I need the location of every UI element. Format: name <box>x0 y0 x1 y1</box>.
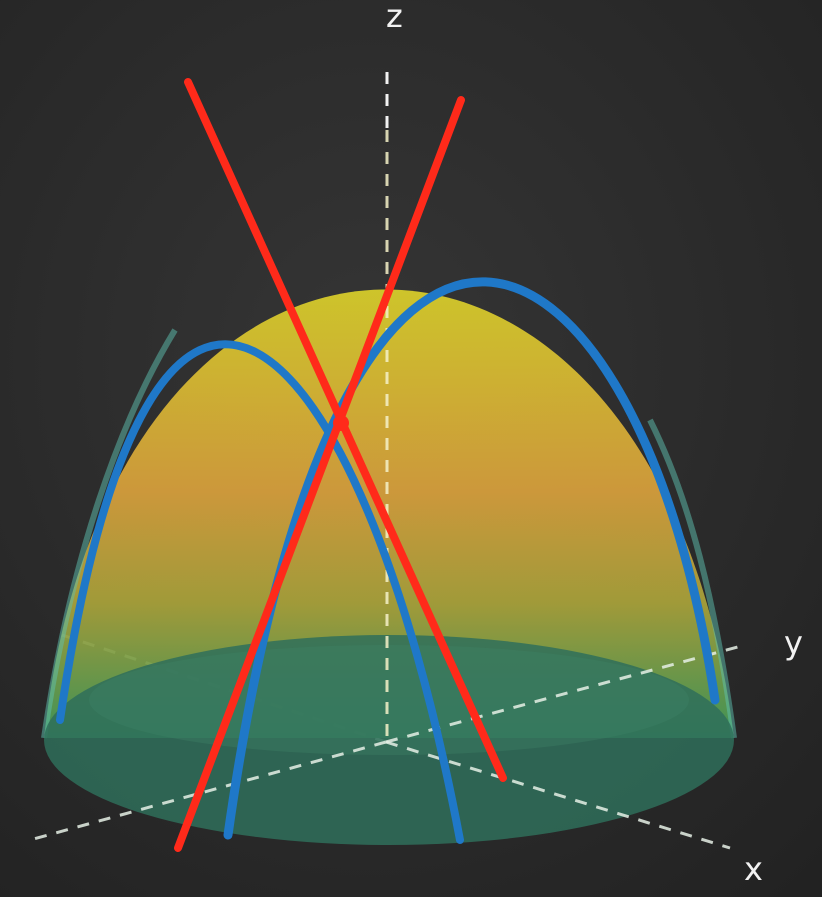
parabola-trace-right <box>223 277 720 840</box>
x-axis-label: x <box>744 850 763 888</box>
base-disk-sheen <box>89 645 689 755</box>
y-axis-front <box>385 643 746 744</box>
z-axis-label: z <box>386 0 403 35</box>
surface-left-rim <box>41 328 178 739</box>
y-axis-label: y <box>784 624 803 662</box>
x-axis-front <box>29 740 387 842</box>
intersection-point <box>333 415 349 431</box>
tangent-line-right <box>174 96 465 852</box>
tangent-line-left <box>184 78 507 782</box>
x-axis-back <box>385 740 731 850</box>
surface-right-rim <box>647 418 737 739</box>
parabola-trace-left <box>56 340 464 844</box>
paraboloid-surface <box>44 289 734 738</box>
